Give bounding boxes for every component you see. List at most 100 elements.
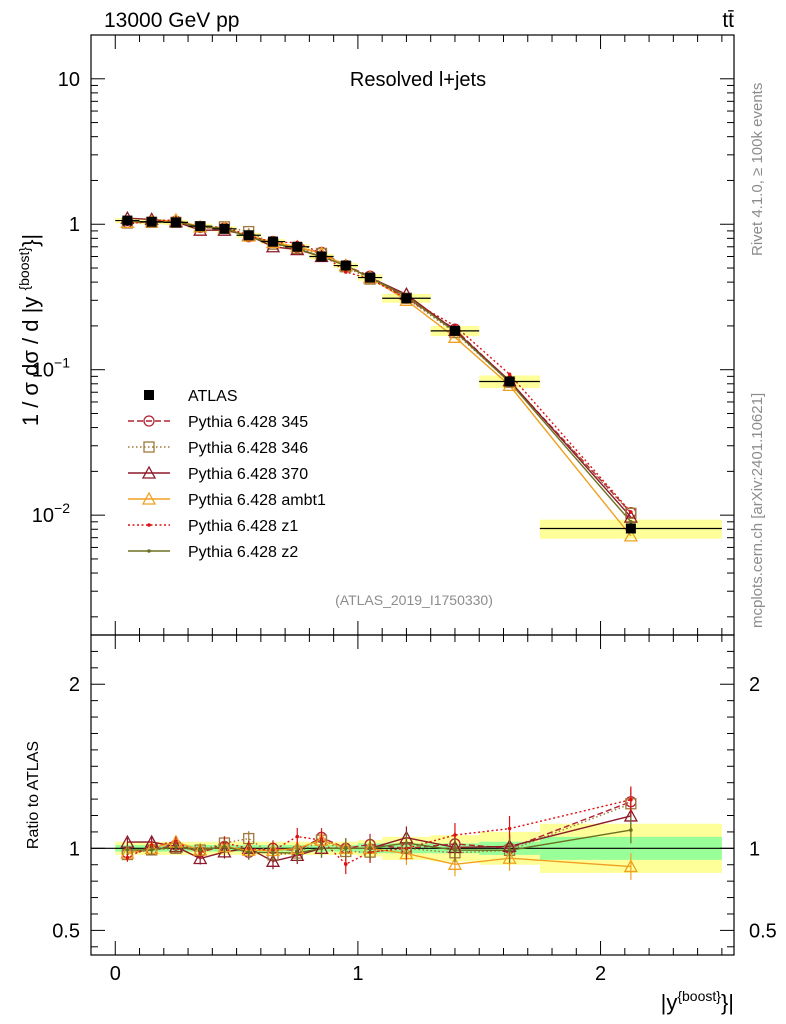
mcplots-label: mcplots.cern.ch [arXiv:2401.10621] bbox=[749, 393, 766, 628]
dot-marker bbox=[174, 844, 178, 849]
triangle-marker bbox=[447, 856, 463, 870]
data-point bbox=[243, 230, 254, 241]
x-axis-label: |y{boost}}| bbox=[661, 988, 734, 1015]
ratio-tick-label-right: 1 bbox=[749, 838, 760, 860]
dot-marker bbox=[404, 841, 409, 845]
analysis-reference-label: (ATLAS_2019_I1750330) bbox=[335, 592, 493, 608]
x-tick-label: 1 bbox=[352, 963, 363, 985]
header-energy-label: 13000 GeV pp bbox=[104, 9, 239, 32]
data-point bbox=[625, 523, 636, 534]
plot-title: Resolved l+jets bbox=[350, 69, 486, 91]
dot-marker bbox=[507, 848, 512, 853]
main-panel: 10−2 10−1 1 10 Resolved l+jets (ATLAS_2019_… bbox=[16, 34, 735, 636]
dot-marker bbox=[198, 848, 202, 852]
dot-marker bbox=[507, 826, 512, 831]
ratio-panel: 0.5 0.5 1 1 2 2 0 1 2 Ratio to ATLAS |y{boost}}… bbox=[25, 634, 777, 1015]
triangle-marker bbox=[193, 851, 208, 865]
dot-marker bbox=[246, 850, 251, 855]
dot-marker bbox=[271, 850, 275, 855]
triangle-marker bbox=[623, 528, 638, 542]
series-line bbox=[127, 219, 632, 513]
square-marker bbox=[143, 441, 155, 453]
rivet-version-label: Rivet 4.1.0, ≥ 100k events bbox=[749, 83, 766, 256]
ratio-series-line bbox=[127, 799, 632, 865]
ratio-axis-ticks bbox=[91, 635, 734, 955]
legend-atlas-marker bbox=[144, 390, 154, 400]
ratio-tick-label-right: 2 bbox=[749, 674, 760, 696]
data-point bbox=[401, 293, 412, 304]
ratio-y-tick-labels: 0.5 0.5 1 1 2 2 bbox=[52, 674, 777, 942]
legend-entry: Pythia 6.428 z2 bbox=[188, 544, 298, 561]
ratio-tick-label-right: 0.5 bbox=[749, 920, 777, 942]
square-marker bbox=[625, 507, 637, 519]
dot-marker bbox=[629, 797, 633, 802]
y-tick-label: 10−1 bbox=[32, 355, 70, 382]
data-point bbox=[365, 272, 376, 283]
y-tick-label: 10−2 bbox=[32, 500, 70, 527]
mc-series-lines bbox=[127, 217, 632, 537]
data-point bbox=[146, 216, 157, 227]
legend-entry: Pythia 6.428 ambt1 bbox=[188, 492, 326, 509]
main-axis-ticks bbox=[91, 34, 734, 635]
legend: ATLAS Pythia 6.428 345 Pythia 6.428 346 Pyt… bbox=[128, 388, 326, 561]
dot-marker bbox=[343, 846, 348, 851]
data-uncertainty-band bbox=[115, 218, 722, 539]
legend-entry: Pythia 6.428 370 bbox=[188, 466, 308, 483]
dot-marker bbox=[149, 848, 154, 852]
data-point bbox=[122, 215, 133, 226]
data-point bbox=[449, 325, 460, 336]
y-axis-label: 1 / σ dσ / d |y {boost}}| bbox=[16, 234, 43, 426]
data-point bbox=[195, 221, 206, 232]
triangle-marker bbox=[265, 853, 281, 867]
data-point bbox=[504, 376, 515, 387]
dot-marker bbox=[222, 844, 227, 849]
ratio-plot-frame bbox=[90, 634, 735, 956]
data-point bbox=[170, 217, 181, 228]
dot-marker bbox=[343, 270, 348, 274]
legend-entry: Pythia 6.428 z1 bbox=[188, 518, 298, 535]
ratio-markers bbox=[120, 786, 638, 880]
ratio-tick-label-left: 0.5 bbox=[52, 920, 80, 942]
main-y-tick-labels: 10−2 10−1 1 10 bbox=[32, 69, 80, 527]
y-tick-label: 1 bbox=[69, 214, 80, 236]
dot-marker bbox=[453, 848, 457, 852]
triangle-marker bbox=[623, 859, 638, 873]
dot-marker bbox=[147, 549, 151, 553]
dot-marker bbox=[343, 862, 348, 866]
dot-marker bbox=[319, 846, 324, 851]
dot-marker bbox=[147, 523, 151, 527]
dot-marker bbox=[125, 855, 130, 860]
data-point bbox=[340, 260, 351, 271]
dot-marker bbox=[629, 510, 633, 514]
triangle-marker bbox=[447, 329, 463, 343]
legend-entry: Pythia 6.428 346 bbox=[188, 440, 308, 457]
dot-marker bbox=[125, 848, 130, 852]
dot-marker bbox=[629, 520, 633, 524]
triangle-marker bbox=[502, 850, 517, 864]
dot-marker bbox=[629, 828, 633, 832]
data-point bbox=[219, 223, 230, 234]
ratio-tick-label-left: 1 bbox=[69, 838, 80, 860]
circle-marker bbox=[143, 415, 155, 427]
x-tick-labels: 0 1 2 bbox=[110, 963, 606, 985]
series-line bbox=[127, 219, 632, 537]
data-point bbox=[316, 251, 327, 262]
y-tick-label: 10 bbox=[58, 69, 80, 91]
dot-marker bbox=[507, 372, 512, 377]
dot-marker bbox=[368, 846, 372, 851]
triangle-marker bbox=[141, 491, 157, 505]
ratio-y-axis-label: Ratio to ATLAS bbox=[25, 741, 42, 849]
dot-marker bbox=[295, 851, 300, 855]
ratio-tick-label-left: 2 bbox=[69, 674, 80, 696]
atlas-data-points bbox=[115, 215, 722, 534]
legend-entry: Pythia 6.428 345 bbox=[188, 414, 308, 431]
data-point bbox=[267, 236, 278, 247]
triangle-marker bbox=[141, 465, 157, 479]
dot-marker bbox=[295, 834, 300, 839]
data-point bbox=[292, 241, 303, 252]
x-tick-label: 2 bbox=[595, 963, 606, 985]
x-tick-label: 0 bbox=[110, 963, 121, 985]
legend-entry-atlas: ATLAS bbox=[188, 388, 238, 405]
dot-marker bbox=[453, 833, 457, 837]
